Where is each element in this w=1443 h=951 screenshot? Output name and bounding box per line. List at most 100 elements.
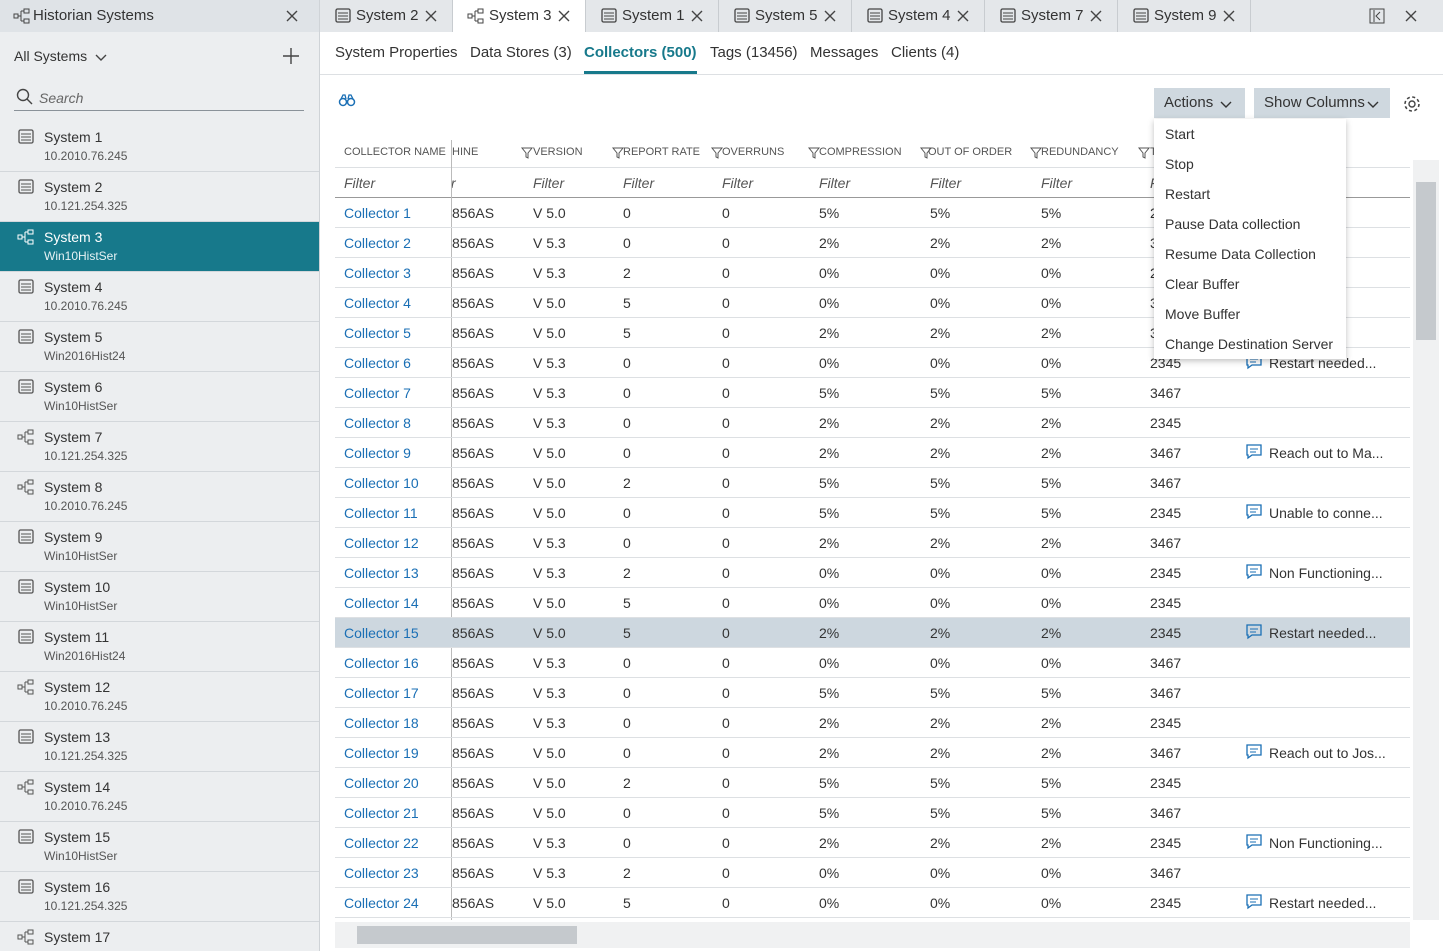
- table-row[interactable]: [335, 738, 1410, 768]
- table-row[interactable]: [335, 408, 1410, 438]
- column-filter[interactable]: Filter: [722, 175, 754, 191]
- system-item[interactable]: [0, 422, 319, 472]
- subtab[interactable]: Data Stores (3): [470, 44, 572, 61]
- table-row[interactable]: [335, 618, 1410, 648]
- table-row[interactable]: [335, 888, 1410, 918]
- table-row[interactable]: [335, 828, 1410, 858]
- table-row[interactable]: [335, 528, 1410, 558]
- column-header[interactable]: VERSION: [533, 146, 583, 158]
- tab[interactable]: [1118, 0, 1251, 32]
- table-row[interactable]: [335, 858, 1410, 888]
- show-columns-button[interactable]: [1254, 88, 1390, 118]
- collector-link[interactable]: Collector 8: [344, 415, 411, 431]
- collector-link[interactable]: Collector 13: [344, 565, 419, 581]
- system-item[interactable]: [0, 572, 319, 622]
- collector-link[interactable]: Collector 24: [344, 895, 419, 911]
- table-row[interactable]: [335, 438, 1410, 468]
- tab[interactable]: [320, 0, 453, 32]
- subtab[interactable]: Messages: [810, 44, 879, 61]
- column-filter[interactable]: Filter: [819, 175, 851, 191]
- column-filter[interactable]: Filter: [930, 175, 962, 191]
- subtab[interactable]: Tags (13456): [710, 44, 798, 61]
- tab[interactable]: [985, 0, 1118, 32]
- collector-link[interactable]: Collector 4: [344, 295, 411, 311]
- system-item[interactable]: [0, 272, 319, 322]
- tab[interactable]: [586, 0, 719, 32]
- column-header[interactable]: REPORT RATE: [623, 146, 701, 158]
- collector-link[interactable]: Collector 19: [344, 745, 419, 761]
- collector-link[interactable]: Collector 12: [344, 535, 419, 551]
- collector-link[interactable]: Collector 7: [344, 385, 411, 401]
- table-row[interactable]: [335, 288, 1410, 318]
- collector-link[interactable]: Collector 15: [344, 625, 419, 641]
- collector-link[interactable]: Collector 18: [344, 715, 419, 731]
- tab[interactable]: [852, 0, 985, 32]
- collector-link[interactable]: Collector 22: [344, 835, 419, 851]
- system-item[interactable]: [0, 122, 319, 172]
- column-header[interactable]: COLLECTOR NAME: [344, 146, 446, 158]
- system-item[interactable]: [0, 222, 319, 272]
- collector-link[interactable]: Collector 20: [344, 775, 419, 791]
- system-item[interactable]: [0, 722, 319, 772]
- menu-item[interactable]: Resume Data Collection: [1165, 246, 1316, 262]
- menu-item[interactable]: Start: [1165, 126, 1195, 142]
- system-item[interactable]: [0, 672, 319, 722]
- collector-link[interactable]: Collector 21: [344, 805, 419, 821]
- collector-link[interactable]: Collector 6: [344, 355, 411, 371]
- table-row[interactable]: [335, 318, 1410, 348]
- system-filter[interactable]: All Systems: [14, 48, 88, 64]
- table-row[interactable]: [335, 768, 1410, 798]
- table-row[interactable]: [335, 708, 1410, 738]
- column-header[interactable]: REDUNDANCY: [1041, 146, 1119, 158]
- collector-link[interactable]: Collector 1: [344, 205, 411, 221]
- table-row[interactable]: [335, 378, 1410, 408]
- table-row[interactable]: [335, 588, 1410, 618]
- column-header[interactable]: OUT OF ORDER: [928, 146, 1013, 158]
- collector-link[interactable]: Collector 14: [344, 595, 419, 611]
- collector-link[interactable]: Collector 2: [344, 235, 411, 251]
- menu-item[interactable]: Pause Data collection: [1165, 216, 1301, 232]
- system-item[interactable]: [0, 322, 319, 372]
- column-header[interactable]: OVERRUNS: [722, 146, 785, 158]
- column-header[interactable]: HINE: [452, 146, 479, 158]
- collector-link[interactable]: Collector 17: [344, 685, 419, 701]
- column-filter[interactable]: Filter: [344, 175, 376, 191]
- collector-link[interactable]: Collector 5: [344, 325, 411, 341]
- table-row[interactable]: [335, 558, 1410, 588]
- system-item[interactable]: [0, 872, 319, 922]
- v-scroll-thumb[interactable]: [1416, 182, 1436, 340]
- system-item[interactable]: [0, 172, 319, 222]
- tab[interactable]: [719, 0, 852, 32]
- menu-item[interactable]: Move Buffer: [1165, 306, 1241, 322]
- system-item[interactable]: [0, 772, 319, 822]
- subtab[interactable]: Clients (4): [891, 44, 960, 61]
- menu-item[interactable]: Change Destination Server: [1165, 336, 1334, 352]
- menu-item[interactable]: Restart: [1165, 186, 1211, 202]
- column-filter[interactable]: Filter: [1041, 175, 1073, 191]
- subtab[interactable]: Collectors (500): [584, 44, 697, 61]
- menu-item[interactable]: Clear Buffer: [1165, 276, 1240, 292]
- menu-item[interactable]: Stop: [1165, 156, 1194, 172]
- table-row[interactable]: [335, 648, 1410, 678]
- table-row[interactable]: [335, 198, 1410, 228]
- system-item[interactable]: [0, 372, 319, 422]
- column-filter[interactable]: Filter: [623, 175, 655, 191]
- column-filter[interactable]: r: [451, 175, 456, 191]
- system-item[interactable]: [0, 522, 319, 572]
- collector-link[interactable]: Collector 23: [344, 865, 419, 881]
- table-row[interactable]: [335, 678, 1410, 708]
- table-row[interactable]: [335, 258, 1410, 288]
- column-header[interactable]: COMPRESSION: [819, 146, 902, 158]
- table-row[interactable]: [335, 468, 1410, 498]
- table-row[interactable]: [335, 228, 1410, 258]
- collector-link[interactable]: Collector 3: [344, 265, 411, 281]
- system-item[interactable]: [0, 822, 319, 872]
- column-filter[interactable]: Filter: [533, 175, 565, 191]
- collector-link[interactable]: Collector 10: [344, 475, 419, 491]
- table-row[interactable]: [335, 348, 1410, 378]
- system-item[interactable]: [0, 472, 319, 522]
- collector-link[interactable]: Collector 9: [344, 445, 411, 461]
- collector-link[interactable]: Collector 16: [344, 655, 419, 671]
- h-scroll-thumb[interactable]: [357, 926, 577, 944]
- column-header[interactable]: T: [1150, 143, 1157, 161]
